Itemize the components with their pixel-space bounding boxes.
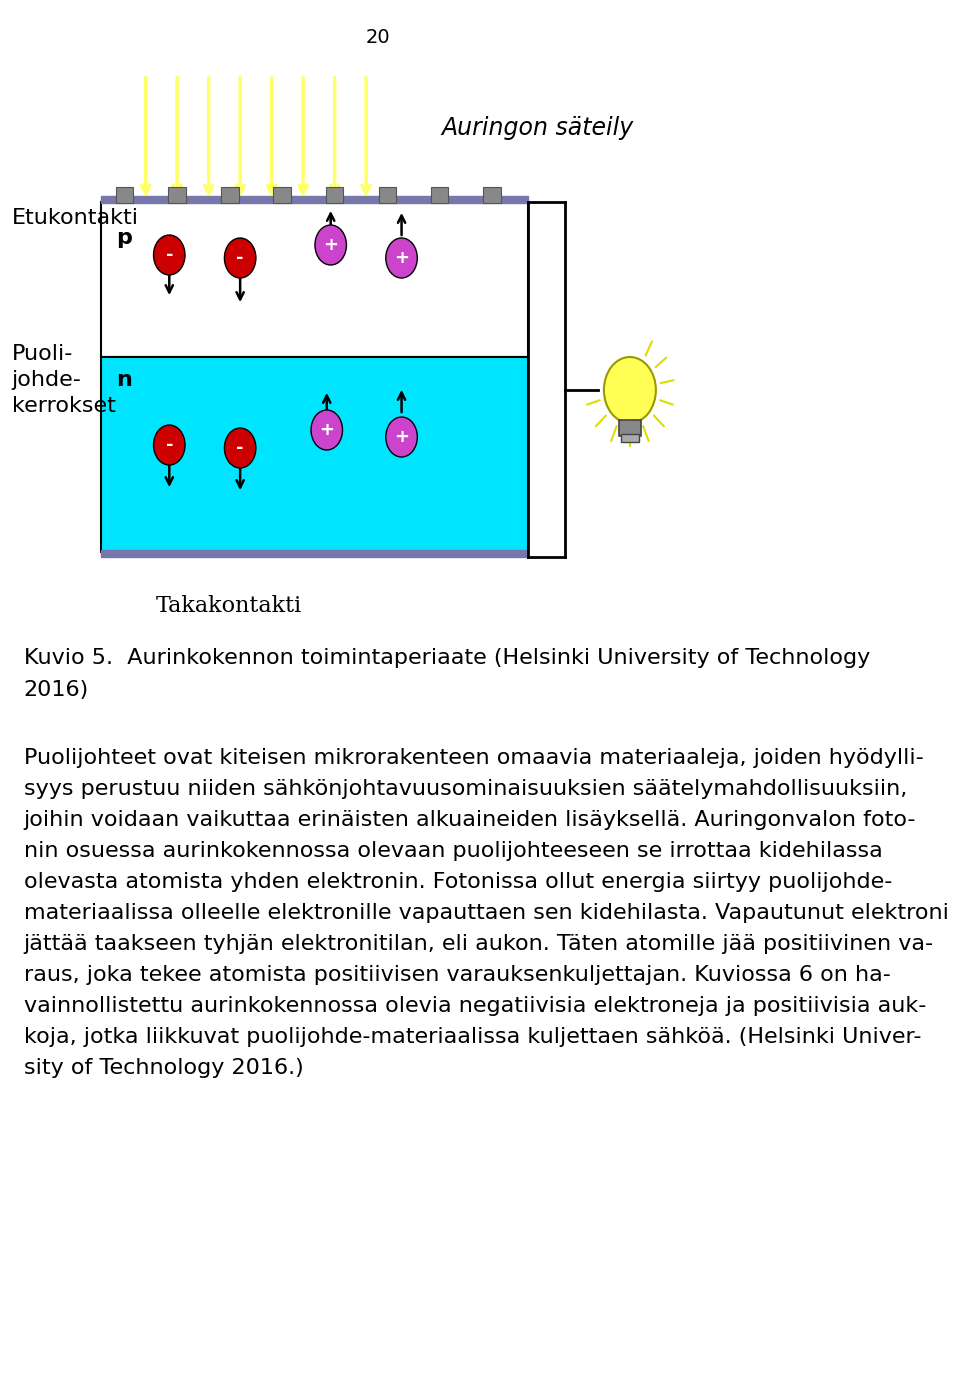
Bar [326,187,344,203]
Text: 20: 20 [366,28,391,48]
Text: +: + [394,249,409,267]
Text: +: + [394,428,409,446]
Text: Auringon säteily: Auringon säteily [441,116,634,140]
Bar [379,187,396,203]
Text: koja, jotka liikkuvat puolijohde­materiaalissa kuljettaen sähköä. (Helsinki Univ: koja, jotka liikkuvat puolijohde­materia… [24,1027,922,1046]
Text: syys perustuu niiden sähkönjohtavuusominaisuuksien säätelymahdollisuuksiin,: syys perustuu niiden sähkönjohtavuusomin… [24,779,907,799]
Circle shape [386,238,418,278]
Circle shape [604,357,656,422]
Bar [101,357,528,553]
Text: vainnollistettu aurinkokennossa olevia negatiivisia elektroneja ja positiivisia : vainnollistettu aurinkokennossa olevia n… [24,996,926,1016]
Text: sity of Technology 2016.): sity of Technology 2016.) [24,1058,303,1079]
Bar [221,187,239,203]
Bar [274,187,291,203]
Text: -: - [236,439,244,457]
Circle shape [311,410,343,450]
Text: p: p [116,228,132,248]
Circle shape [315,225,347,264]
Text: Puoli-
johde-
kerrokset: Puoli- johde- kerrokset [12,344,116,417]
Bar [101,196,528,203]
Text: -: - [236,249,244,267]
Text: jättää taakseen tyhjän elektronitilan, eli aukon. Täten atomille jää positiivine: jättää taakseen tyhjän elektronitilan, e… [24,935,934,954]
Circle shape [386,417,418,457]
Text: materiaalissa olleelle elektronille vapauttaen sen kidehilasta. Vapautunut elekt: materiaalissa olleelle elektronille vapa… [24,902,948,923]
Text: +: + [320,421,334,439]
Text: olevasta atomista yhden elektronin. Fotonissa ollut energia siirtyy puolijohde-: olevasta atomista yhden elektronin. Foto… [24,872,892,893]
Text: -: - [165,436,173,455]
Text: raus, joka tekee atomista positiivisen varauksenkuljettajan. Kuviossa 6 on ha-: raus, joka tekee atomista positiivisen v… [24,965,891,985]
Bar [621,434,638,442]
Text: Puolijohteet ovat kiteisen mikrorakenteen omaavia materiaaleja, joiden hyödylli-: Puolijohteet ovat kiteisen mikrorakentee… [24,748,924,768]
Text: -: - [165,246,173,264]
Circle shape [225,428,256,469]
Bar [484,187,501,203]
Circle shape [225,238,256,278]
Bar [431,187,448,203]
Bar [101,550,528,557]
Text: Etukontakti: Etukontakti [12,208,139,228]
Text: Kuvio 5.  Aurinkokennon toimintaperiaate (Helsinki University of Technology: Kuvio 5. Aurinkokennon toimintaperiaate … [24,648,870,667]
Bar [619,420,641,436]
Text: 2016): 2016) [24,680,89,700]
Text: n: n [116,369,132,390]
Text: joihin voidaan vaikuttaa erinäisten alkuaineiden lisäyksellä. Auringonvalon foto: joihin voidaan vaikuttaa erinäisten alku… [24,810,916,830]
Text: nin osuessa aurinkokennossa olevaan puolijohteeseen se irrottaa kidehilassa: nin osuessa aurinkokennossa olevaan puol… [24,841,882,860]
Bar [169,187,186,203]
Bar [101,201,528,357]
Bar [116,187,133,203]
Text: Takakontakti: Takakontakti [156,595,301,617]
Circle shape [154,425,185,464]
Text: +: + [324,236,338,255]
Circle shape [154,235,185,276]
